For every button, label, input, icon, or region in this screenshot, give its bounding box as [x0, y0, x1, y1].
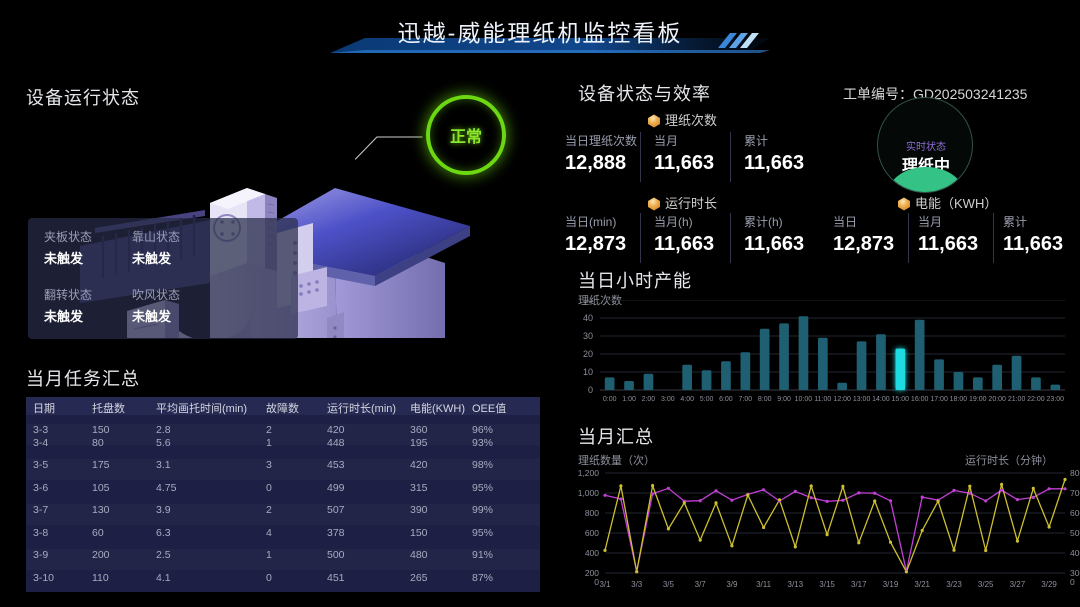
svg-text:50: 50 — [583, 300, 593, 305]
svg-text:9:00: 9:00 — [777, 396, 791, 403]
svg-text:30: 30 — [583, 331, 593, 341]
svg-text:1,000: 1,000 — [578, 488, 600, 498]
svg-text:700: 700 — [1070, 488, 1080, 498]
svg-text:2:00: 2:00 — [642, 396, 656, 403]
svg-text:0: 0 — [1070, 577, 1075, 587]
svg-text:3/9: 3/9 — [726, 580, 738, 589]
svg-text:800: 800 — [1070, 468, 1080, 478]
svg-text:20: 20 — [583, 349, 593, 359]
svg-text:20:00: 20:00 — [988, 396, 1006, 403]
svg-text:400: 400 — [585, 548, 599, 558]
svg-text:11:00: 11:00 — [814, 396, 831, 403]
svg-text:3/15: 3/15 — [819, 580, 835, 589]
svg-text:3/1: 3/1 — [599, 580, 611, 589]
svg-text:17:00: 17:00 — [930, 396, 948, 403]
svg-text:10:00: 10:00 — [795, 396, 813, 403]
svg-text:10: 10 — [583, 367, 593, 377]
svg-text:800: 800 — [585, 508, 599, 518]
svg-text:15:00: 15:00 — [892, 396, 910, 403]
svg-text:3/5: 3/5 — [663, 580, 675, 589]
svg-text:3/29: 3/29 — [1041, 580, 1057, 589]
svg-text:0: 0 — [588, 385, 593, 395]
svg-text:6:00: 6:00 — [719, 396, 733, 403]
svg-text:3/21: 3/21 — [914, 580, 930, 589]
svg-text:3/17: 3/17 — [851, 580, 867, 589]
svg-text:16:00: 16:00 — [911, 396, 929, 403]
svg-text:18:00: 18:00 — [950, 396, 968, 403]
svg-text:1:00: 1:00 — [622, 396, 636, 403]
svg-text:19:00: 19:00 — [969, 396, 987, 403]
svg-text:3/11: 3/11 — [756, 580, 772, 589]
svg-text:3/25: 3/25 — [978, 580, 994, 589]
svg-text:12:00: 12:00 — [833, 396, 851, 403]
svg-text:3/23: 3/23 — [946, 580, 962, 589]
svg-text:14:00: 14:00 — [872, 396, 890, 403]
svg-text:23:00: 23:00 — [1047, 396, 1065, 403]
svg-text:600: 600 — [1070, 508, 1080, 518]
svg-text:3:00: 3:00 — [661, 396, 675, 403]
svg-text:400: 400 — [1070, 548, 1080, 558]
svg-text:3/27: 3/27 — [1010, 580, 1026, 589]
svg-text:40: 40 — [583, 313, 593, 323]
svg-text:0:00: 0:00 — [603, 396, 617, 403]
svg-text:7:00: 7:00 — [738, 396, 752, 403]
svg-text:3/19: 3/19 — [883, 580, 899, 589]
svg-text:4:00: 4:00 — [680, 396, 694, 403]
svg-text:3/13: 3/13 — [788, 580, 804, 589]
svg-text:8:00: 8:00 — [758, 396, 772, 403]
svg-text:13:00: 13:00 — [853, 396, 871, 403]
svg-text:21:00: 21:00 — [1008, 396, 1026, 403]
svg-text:22:00: 22:00 — [1027, 396, 1045, 403]
svg-text:1,200: 1,200 — [578, 468, 600, 478]
svg-text:600: 600 — [585, 528, 599, 538]
svg-text:3/3: 3/3 — [631, 580, 643, 589]
svg-text:3/7: 3/7 — [695, 580, 707, 589]
svg-text:5:00: 5:00 — [700, 396, 714, 403]
svg-text:500: 500 — [1070, 528, 1080, 538]
